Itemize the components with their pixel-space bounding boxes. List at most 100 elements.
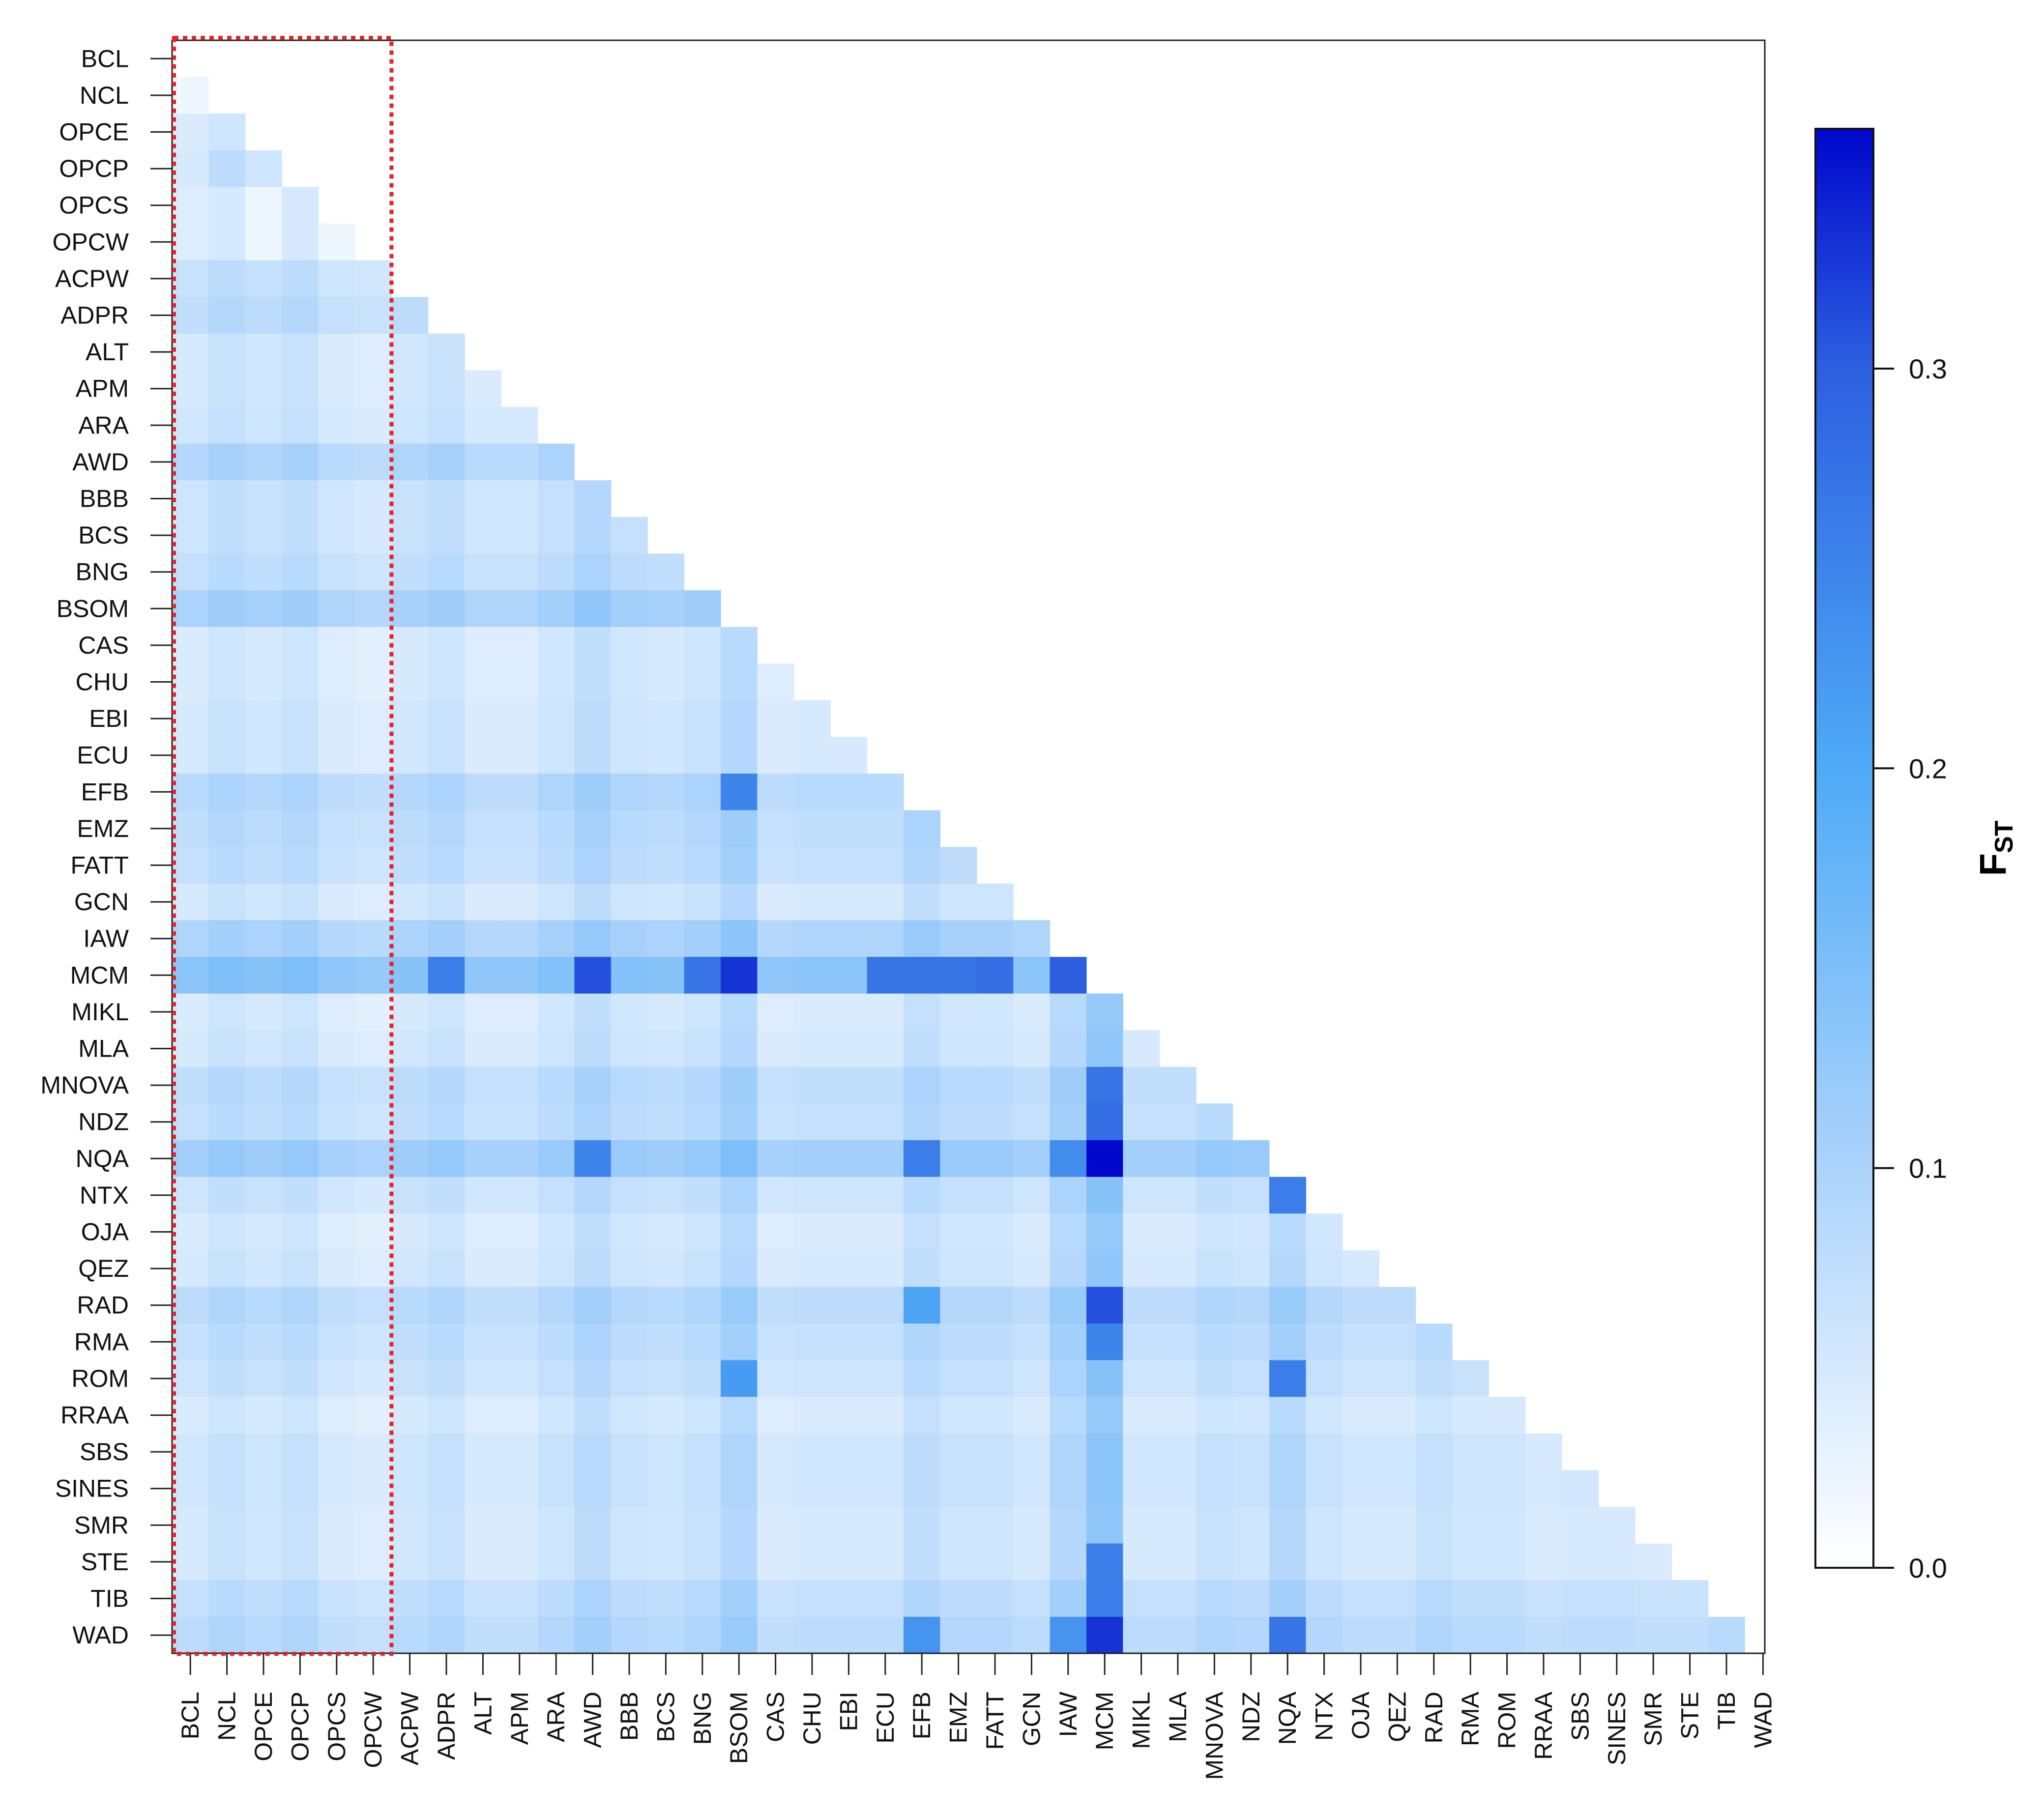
heatmap-cell-rraa-bcs: [647, 1397, 684, 1434]
heatmap-cell-rom-bbb: [611, 1360, 648, 1397]
heatmap-cell-wad-adpr: [428, 1617, 465, 1654]
heatmap-cell-nqa-mla: [1160, 1140, 1197, 1177]
heatmap-cell-rad-mla: [1160, 1287, 1197, 1324]
heatmap-cell-rom-fatt: [977, 1360, 1014, 1397]
heatmap-cell-bsom-acpw: [391, 590, 428, 627]
heatmap-cell-sines-nqa: [1269, 1470, 1306, 1507]
heatmap-cell-mla-opcs: [319, 1030, 355, 1067]
heatmap-cell-ntx-emz: [940, 1177, 977, 1214]
x-tick-label-rad: RAD: [1420, 1692, 1448, 1744]
heatmap-cell-efb-ecu: [867, 774, 904, 810]
heatmap-cell-fatt-bng: [684, 847, 721, 884]
heatmap-cell-rad-adpr: [428, 1287, 465, 1324]
heatmap-cell-nqa-mnova: [1196, 1140, 1233, 1177]
heatmap-cell-fatt-ara: [538, 847, 575, 884]
heatmap-cell-mikl-opcp: [282, 994, 319, 1031]
heatmap-cell-bsom-bcl: [172, 590, 209, 627]
heatmap-cell-chu-opcp: [282, 663, 319, 700]
heatmap-cell-nqa-iaw: [1050, 1140, 1087, 1177]
heatmap-cell-smr-ncl: [208, 1507, 245, 1544]
heatmap-cell-rma-adpr: [428, 1324, 465, 1360]
heatmap-cell-ntx-ncl: [208, 1177, 245, 1214]
heatmap-cell-rad-opcs: [319, 1287, 355, 1324]
heatmap-cell-rad-emz: [940, 1287, 977, 1324]
heatmap-cell-mcm-bbb: [611, 957, 648, 994]
x-tick-label-chu: CHU: [798, 1692, 826, 1745]
heatmap-cell-bcs-adpr: [428, 517, 465, 554]
heatmap-cell-wad-mnova: [1196, 1617, 1233, 1654]
heatmap-cell-iaw-acpw: [391, 920, 428, 957]
heatmap-cell-sines-mla: [1160, 1470, 1197, 1507]
heatmap-cell-wad-rraa: [1525, 1617, 1562, 1654]
heatmap-cell-rraa-mnova: [1196, 1397, 1233, 1434]
heatmap-cell-sines-ebi: [830, 1470, 867, 1507]
heatmap-cell-qez-opcs: [319, 1250, 355, 1287]
heatmap-cell-mla-opcp: [282, 1030, 319, 1067]
heatmap-cell-mikl-emz: [940, 994, 977, 1031]
heatmap-cell-mla-bcs: [647, 1030, 684, 1067]
heatmap-cell-wad-emz: [940, 1617, 977, 1654]
heatmap-cell-bcs-apm: [501, 517, 538, 554]
heatmap-cell-smr-bsom: [721, 1507, 758, 1544]
heatmap-cell-rom-rma: [1452, 1360, 1489, 1397]
heatmap-cell-ebi-opce: [245, 700, 282, 737]
heatmap-cell-bng-ncl: [208, 553, 245, 590]
heatmap-cell-rma-ecu: [867, 1324, 904, 1360]
heatmap-cell-tib-mcm: [1086, 1580, 1123, 1617]
heatmap-cell-qez-cas: [757, 1250, 794, 1287]
heatmap-cell-emz-chu: [794, 810, 831, 847]
heatmap-cell-ecu-opce: [245, 737, 282, 774]
heatmap-cell-ste-mla: [1160, 1544, 1197, 1581]
heatmap-cell-sbs-efb: [904, 1434, 940, 1470]
heatmap-cell-cas-opcw: [355, 627, 392, 664]
y-tick-label-bsom: BSOM: [57, 595, 129, 622]
colorbar-title-sub: ST: [1990, 820, 2018, 853]
heatmap-cell-mcm-bcl: [172, 957, 209, 994]
heatmap-cell-ste-iaw: [1050, 1544, 1087, 1581]
heatmap-cell-nqa-mcm: [1086, 1140, 1123, 1177]
heatmap-cell-mnova-bbb: [611, 1067, 648, 1104]
heatmap-cell-wad-cas: [757, 1617, 794, 1654]
y-tick-label-nqa: NQA: [76, 1145, 129, 1172]
heatmap-cell-rom-ebi: [830, 1360, 867, 1397]
heatmap-cell-tib-ste: [1671, 1580, 1708, 1617]
heatmap-cell-oja-ecu: [867, 1213, 904, 1250]
heatmap-cell-tib-sines: [1599, 1580, 1635, 1617]
heatmap-cell-ecu-ara: [538, 737, 575, 774]
heatmap-cell-mcm-iaw: [1050, 957, 1087, 994]
heatmap-cell-ndz-awd: [574, 1103, 611, 1140]
heatmap-cell-gcn-ecu: [867, 884, 904, 921]
heatmap-cell-rma-ara: [538, 1324, 575, 1360]
heatmap-cell-efb-bcs: [647, 774, 684, 810]
heatmap-cell-apm-opcw: [355, 370, 392, 407]
heatmap-cell-gcn-bng: [684, 884, 721, 921]
heatmap-cell-smr-rma: [1452, 1507, 1489, 1544]
heatmap-cell-fatt-ncl: [208, 847, 245, 884]
heatmap-cell-tib-opcp: [282, 1580, 319, 1617]
heatmap-cell-nqa-opcp: [282, 1140, 319, 1177]
colorbar-tick-label-0: 0.0: [1909, 1553, 1947, 1584]
heatmap-cell-emz-bcl: [172, 810, 209, 847]
heatmap-cell-nqa-bcl: [172, 1140, 209, 1177]
heatmap-cell-rraa-opcw: [355, 1397, 392, 1434]
heatmap-cell-iaw-apm: [501, 920, 538, 957]
x-tick-label-bcl: BCL: [176, 1692, 204, 1739]
heatmap-cell-rom-nqa: [1269, 1360, 1306, 1397]
heatmap-cell-rma-ebi: [830, 1324, 867, 1360]
heatmap-cell-sines-fatt: [977, 1470, 1014, 1507]
heatmap-cell-wad-opcp: [282, 1617, 319, 1654]
heatmap-cell-sines-mikl: [1123, 1470, 1160, 1507]
heatmap-cell-awd-opcp: [282, 444, 319, 481]
heatmap-cell-sbs-emz: [940, 1434, 977, 1470]
heatmap-cell-rom-efb: [904, 1360, 940, 1397]
heatmap-cell-efb-opcs: [319, 774, 355, 810]
heatmap-cell-tib-rraa: [1525, 1580, 1562, 1617]
heatmap-cell-efb-chu: [794, 774, 831, 810]
heatmap-cell-mikl-fatt: [977, 994, 1014, 1031]
y-tick-label-awd: AWD: [72, 448, 129, 476]
y-tick-label-ecu: ECU: [77, 742, 129, 769]
y-tick-label-ara: ARA: [78, 411, 129, 439]
heatmap-cell-opcp-opce: [245, 150, 282, 187]
heatmap-cell-sines-awd: [574, 1470, 611, 1507]
heatmap-cell-mnova-ncl: [208, 1067, 245, 1104]
